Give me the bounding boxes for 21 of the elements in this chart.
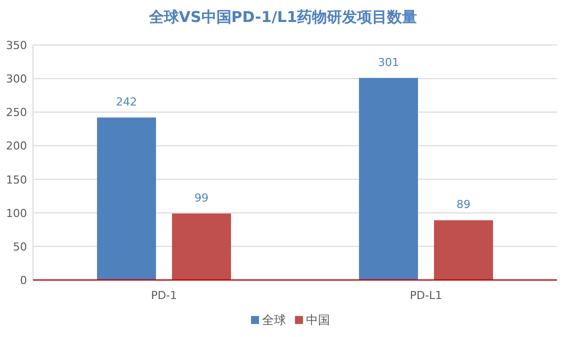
data-label: 99 <box>194 192 208 205</box>
y-tick-label: 250 <box>6 106 27 120</box>
y-tick-label: 0 <box>20 274 27 287</box>
y-tick-label: 350 <box>6 39 27 52</box>
y-tick-label: 300 <box>6 72 27 86</box>
legend-label: 全球 <box>262 313 286 327</box>
legend-label: 中国 <box>306 313 330 327</box>
x-tick-label: PD-L1 <box>410 289 442 302</box>
bar <box>359 78 418 280</box>
bar <box>97 118 156 280</box>
data-label: 89 <box>456 198 470 212</box>
bar <box>172 214 231 280</box>
data-label: 242 <box>116 96 137 109</box>
x-tick-label: PD-1 <box>150 289 178 302</box>
bar <box>434 220 493 280</box>
y-tick-label: 200 <box>6 140 27 153</box>
y-tick-label: 50 <box>13 240 27 254</box>
y-tick-label: 100 <box>6 206 27 220</box>
chart-title: 全球VS中国PD-1/L1药物研发项目数量 <box>148 8 418 26</box>
data-label: 301 <box>378 56 399 69</box>
y-tick-label: 150 <box>6 173 27 186</box>
